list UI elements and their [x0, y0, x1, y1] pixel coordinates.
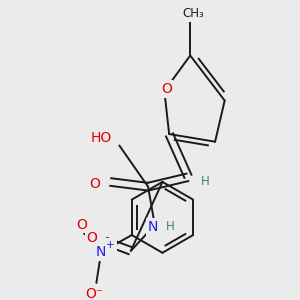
Text: H: H [166, 220, 175, 233]
Text: O: O [76, 218, 87, 232]
Text: CH₃: CH₃ [183, 7, 204, 20]
Text: O: O [161, 82, 172, 96]
Text: H: H [201, 176, 210, 188]
Text: O: O [89, 177, 100, 191]
Text: HO: HO [91, 131, 112, 145]
Text: O: O [86, 231, 97, 245]
Text: +: + [106, 240, 115, 250]
Text: N: N [148, 220, 158, 234]
Text: O⁻: O⁻ [85, 287, 103, 300]
Text: N: N [96, 245, 106, 259]
